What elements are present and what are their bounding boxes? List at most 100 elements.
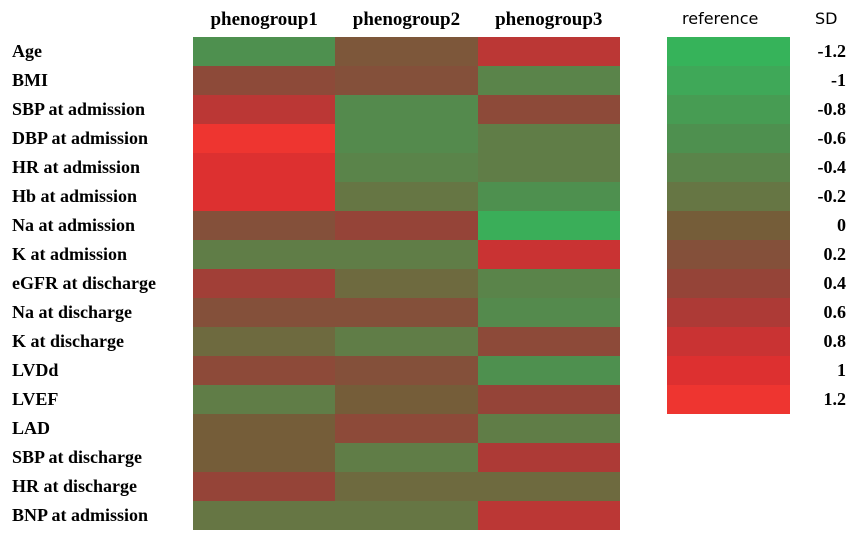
legend-row: 0.4 [667,269,846,298]
heatmap-cell [478,414,620,443]
heatmap-cell [478,37,620,66]
row-label: Na at discharge [12,302,132,322]
row-label: K at admission [12,244,128,264]
row-label: LVEF [12,389,59,409]
legend-value: 0 [837,215,846,235]
heatmap-cell [335,66,478,95]
legend-swatch [667,124,790,153]
legend-swatch [667,37,790,66]
row-label: HR at admission [12,157,141,177]
legend-swatch [667,298,790,327]
row-label: DBP at admission [12,128,149,148]
legend-swatch [667,356,790,385]
legend-value: -0.4 [817,157,847,177]
heatmap-cell [335,501,478,530]
legend-swatch [667,211,790,240]
heatmap-cell [193,95,335,124]
row-label: BNP at admission [12,505,149,525]
heatmap-cell [335,182,478,211]
heatmap-cell [193,501,335,530]
row-label: Hb at admission [12,186,138,206]
legend-value: 1 [837,360,846,380]
row-label: BMI [12,70,48,90]
legend-row: -0.2 [667,182,846,211]
heatmap-cell [478,269,620,298]
heatmap-cell [478,443,620,472]
heatmap-cell [478,66,620,95]
row-label: eGFR at discharge [12,273,156,293]
heatmap-cell [478,240,620,269]
heatmap-cell [193,298,335,327]
row-label: Na at admission [12,215,136,235]
heatmap-cell [478,124,620,153]
row-label: SBP at admission [12,99,146,119]
heatmap-cell [193,37,335,66]
heatmap-cell [335,443,478,472]
legend-value: -1 [831,70,846,90]
legend-swatch [667,153,790,182]
heatmap-cell [193,356,335,385]
heatmap-cell [193,472,335,501]
heatmap-cell [193,240,335,269]
column-header: phenogroup3 [495,9,603,30]
legend-value: 0.2 [823,244,847,264]
legend-title: reference [682,9,759,28]
row-label: LAD [12,418,51,438]
heatmap-cell [335,95,478,124]
heatmap-cell [193,211,335,240]
heatmap-cell [478,211,620,240]
legend-row: -0.4 [667,153,846,182]
heatmap-cell [335,472,478,501]
row-label: Age [12,41,42,61]
heatmap-cell [335,124,478,153]
legend-value: -0.8 [817,99,847,119]
heatmap-cell [478,153,620,182]
heatmap-cell [193,182,335,211]
legend-row: 0.2 [667,240,846,269]
heatmap-cell [478,327,620,356]
heatmap-cell [478,298,620,327]
legend-swatch [667,182,790,211]
legend-unit: SD [815,9,838,28]
legend-swatch [667,385,790,414]
heatmap-cell [193,153,335,182]
legend-row: 0 [667,211,846,240]
heatmap-cell [335,269,478,298]
heatmap-cell [335,240,478,269]
heatmap-cell [478,356,620,385]
legend-swatch [667,240,790,269]
legend-value: -0.2 [817,186,847,206]
legend-swatch [667,269,790,298]
heatmap-cell [335,356,478,385]
legend: -1.2 -1 -0.8 -0.6 -0.4 -0.2 0 0.2 0.4 0.6 0.8 1 1.2 [667,37,846,414]
heatmap-cell [478,182,620,211]
heatmap-cell [478,385,620,414]
row-label: LVDd [12,360,59,380]
legend-row: -0.8 [667,95,846,124]
column-header: phenogroup2 [352,9,461,30]
heatmap-cell [335,327,478,356]
heatmap-cell [193,66,335,95]
legend-value: 0.6 [823,302,847,322]
legend-swatch [667,327,790,356]
legend-value: -1.2 [817,41,847,61]
legend-row: -1.2 [667,37,846,66]
column-headers: phenogroup1 phenogroup2 phenogroup3 [193,0,620,37]
heatmap-cell [478,95,620,124]
heatmap-cell [193,269,335,298]
legend-row: -1 [667,66,846,95]
row-label: SBP at discharge [12,447,143,467]
legend-value: 1.2 [823,389,847,409]
heatmap-cell [335,37,478,66]
heatmap-cell [335,153,478,182]
heatmap-cell [335,298,478,327]
heatmap-cell [193,414,335,443]
heatmap-cell [335,385,478,414]
legend-row: 1.2 [667,385,846,414]
legend-row: 0.8 [667,327,846,356]
heatmap-cell [478,472,620,501]
legend-row: 0.6 [667,298,846,327]
legend-value: -0.6 [817,128,847,148]
heatmap-cell [193,443,335,472]
legend-swatch [667,66,790,95]
